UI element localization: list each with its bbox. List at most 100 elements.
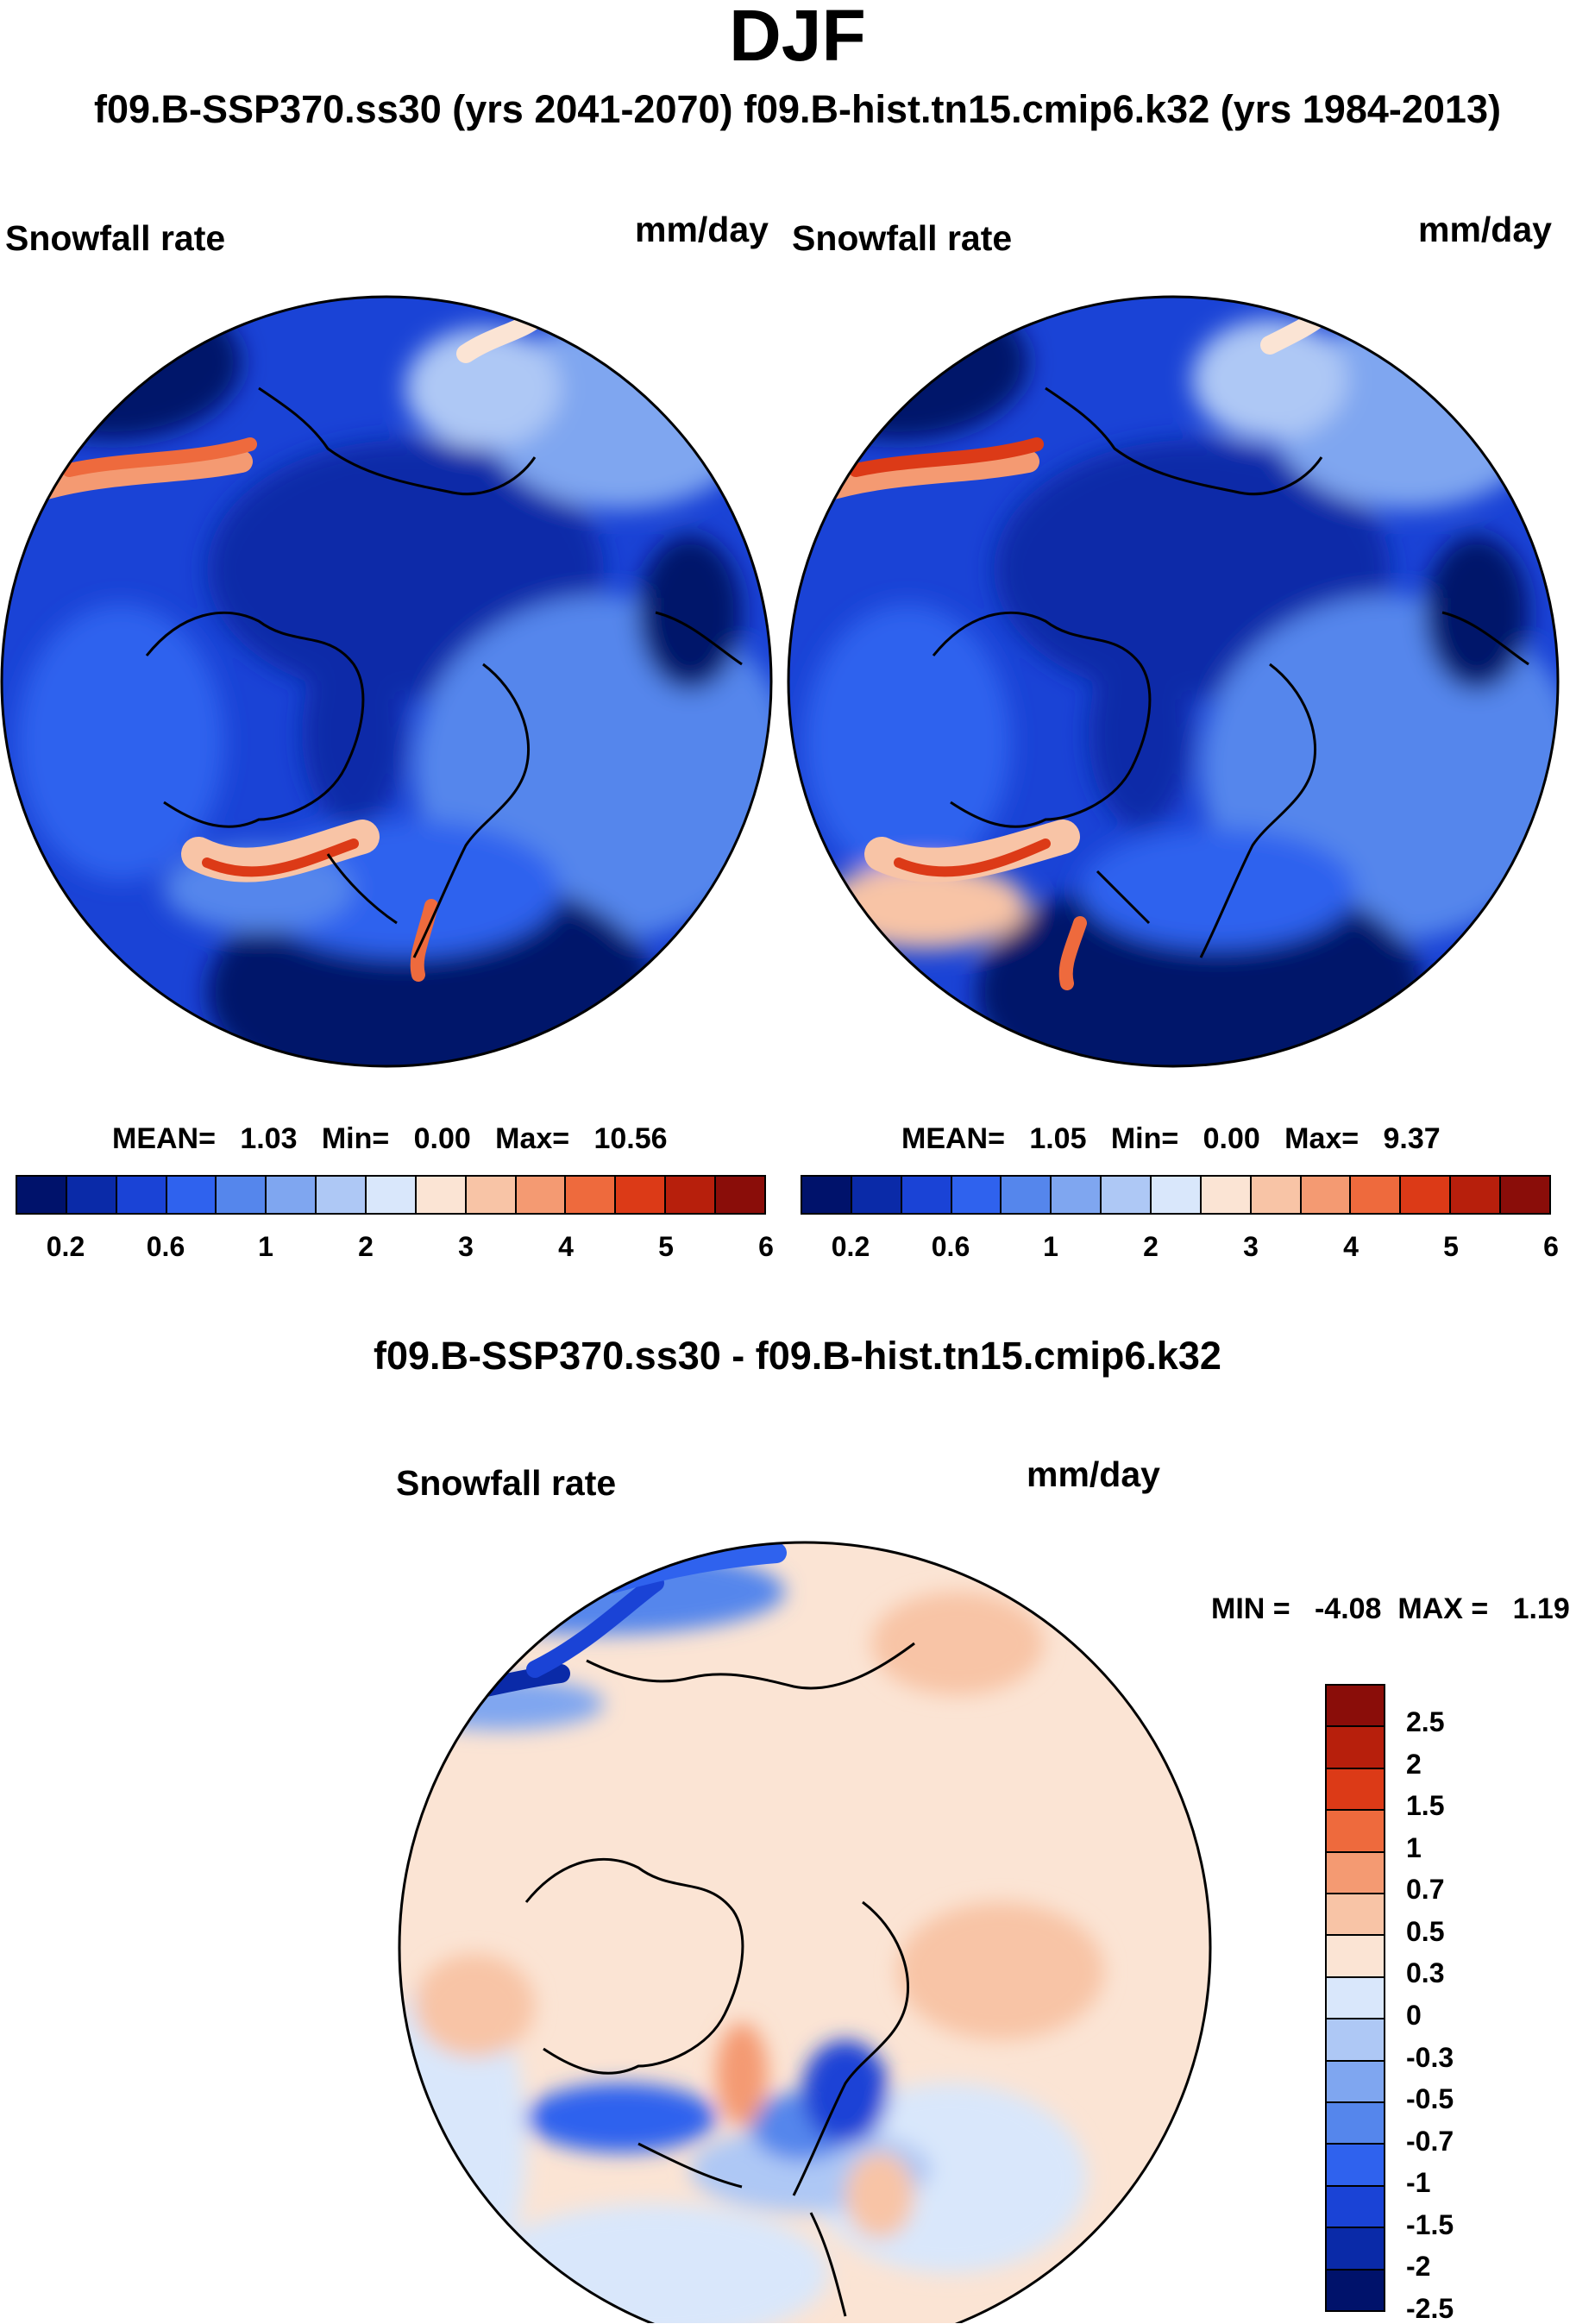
colorbar-tick-label: -1.5 [1406,2208,1454,2240]
colorbar-box [1327,1852,1384,1895]
panel2-min-value: 0.00 [1203,1122,1260,1155]
panel2-units-label: mm/day [1418,210,1552,249]
panel2-max-label: Max= [1284,1122,1360,1155]
colorbar-box [901,1177,952,1213]
colorbar-box [367,1177,417,1213]
colorbar-box [1152,1177,1202,1213]
colorbar-box [1251,1177,1302,1213]
colorbar-tick-label: 6 [758,1231,774,1262]
colorbar-tick-label: -2.5 [1406,2292,1454,2324]
colorbar-box [1327,1894,1384,1937]
colorbar-tick-label: -0.5 [1406,2083,1454,2115]
panel1-variable-label: Snowfall rate [5,218,226,258]
colorbar-tick-label: 4 [1343,1231,1359,1262]
colorbar-tick-label: 2 [1143,1231,1159,1262]
colorbar-box [1301,1177,1352,1213]
colorbar-box [1327,1936,1384,1978]
diff-min-value: -4.08 [1314,1592,1382,1625]
diff-units-label: mm/day [1027,1454,1160,1494]
colorbar-tick-label: -1 [1406,2167,1431,2199]
panel1-max-value: 10.56 [593,1122,668,1155]
colorbar-tick-label: 0.5 [1406,1915,1445,1947]
colorbar-box [1002,1177,1052,1213]
panel2-min-label: Min= [1110,1122,1179,1155]
colorbar-box [1351,1177,1402,1213]
colorbar-box [1327,1811,1384,1853]
colorbar-tick-label: 0.2 [46,1231,85,1262]
panel1-units-label: mm/day [635,210,769,249]
colorbar-tick-label: 2 [1406,1748,1422,1780]
colorbar-tick-label: 2 [358,1231,374,1262]
panel2-variable-label: Snowfall rate [792,218,1013,258]
colorbar-tick-label: 1 [1406,1831,1422,1863]
colorbar-box [1201,1177,1252,1213]
colorbar-tick-label: 1 [1043,1231,1058,1262]
colorbar-box [1327,2270,1384,2311]
panel2-mean-value: 1.05 [1029,1122,1087,1155]
colorbar-box [851,1177,902,1213]
colorbar-panel2 [801,1175,1551,1215]
colorbar-box [802,1177,852,1213]
panel1-max-label: Max= [495,1122,570,1155]
colorbar-box [1327,2145,1384,2187]
panel1-min-value: 0.00 [413,1122,471,1155]
colorbar-panel1 [16,1175,766,1215]
colorbar-tick-label: 3 [1243,1231,1259,1262]
colorbar-tick-label: 4 [558,1231,574,1262]
colorbar-tick-label: 1 [258,1231,273,1262]
colorbar-box [317,1177,367,1213]
diff-max-value: 1.19 [1512,1592,1570,1625]
colorbar-tick-label: 0.2 [831,1231,870,1262]
colorbar-box [666,1177,717,1213]
colorbar-box [1327,2186,1384,2229]
colorbar-tick-label: 1.5 [1406,1790,1445,1822]
panel1-stats: MEAN= 1.03 Min= 0.00 Max= 10.56 [112,1121,668,1156]
diff-max-label: MAX = [1397,1592,1489,1625]
diff-stats: MIN = -4.08 MAX = 1.19 [1211,1592,1570,1626]
snowfall-map-historical [787,295,1560,1068]
colorbar-box [616,1177,667,1213]
colorbar-tick-label: 2.5 [1406,1706,1445,1738]
panel2-max-value: 9.37 [1383,1122,1441,1155]
colorbar-box [1327,1727,1384,1769]
colorbar-tick-label: 0.3 [1406,1957,1445,1989]
colorbar-box [217,1177,267,1213]
colorbar-tick-label: 0.6 [146,1231,185,1262]
diff-variable-label: Snowfall rate [396,1463,617,1503]
colorbar-box [516,1177,567,1213]
colorbar-tick-label: 3 [458,1231,474,1262]
panel1-mean-label: MEAN= [112,1122,216,1155]
colorbar-tick-label: -2 [1406,2251,1431,2283]
colorbar-box [1327,2228,1384,2271]
colorbar-box [1327,1977,1384,2020]
colorbar-tick-label: 0 [1406,2000,1422,2031]
colorbar-box [716,1177,764,1213]
page-title: DJF [729,0,866,76]
page-subtitle: f09.B-SSP370.ss30 (yrs 2041-2070) f09.B-… [94,87,1501,131]
colorbar-box [1327,2061,1384,2104]
colorbar-box [66,1177,117,1213]
diff-min-label: MIN = [1211,1592,1290,1625]
colorbar-tick-label: 5 [1443,1231,1459,1262]
colorbar-box [1052,1177,1102,1213]
colorbar-tick-label: -0.7 [1406,2125,1454,2157]
colorbar-tick-label: 0.6 [931,1231,970,1262]
snowfall-difference-map [398,1541,1212,2323]
colorbar-box [1401,1177,1452,1213]
colorbar-tick-label: 6 [1543,1231,1559,1262]
colorbar-box [1501,1177,1549,1213]
colorbar-box [166,1177,217,1213]
colorbar-box [566,1177,617,1213]
panel2-stats: MEAN= 1.05 Min= 0.00 Max= 9.37 [901,1121,1441,1156]
colorbar-box [17,1177,67,1213]
diff-title: f09.B-SSP370.ss30 - f09.B-hist.tn15.cmip… [374,1334,1221,1378]
colorbar-box [416,1177,467,1213]
colorbar-box [1327,1768,1384,1812]
colorbar-tick-label: 5 [658,1231,674,1262]
panel1-mean-value: 1.03 [240,1122,298,1155]
colorbar-box [466,1177,517,1213]
colorbar-box [1327,1686,1384,1728]
colorbar-box [951,1177,1002,1213]
colorbar-tick-label: 0.7 [1406,1874,1445,1906]
colorbar-box [1102,1177,1152,1213]
